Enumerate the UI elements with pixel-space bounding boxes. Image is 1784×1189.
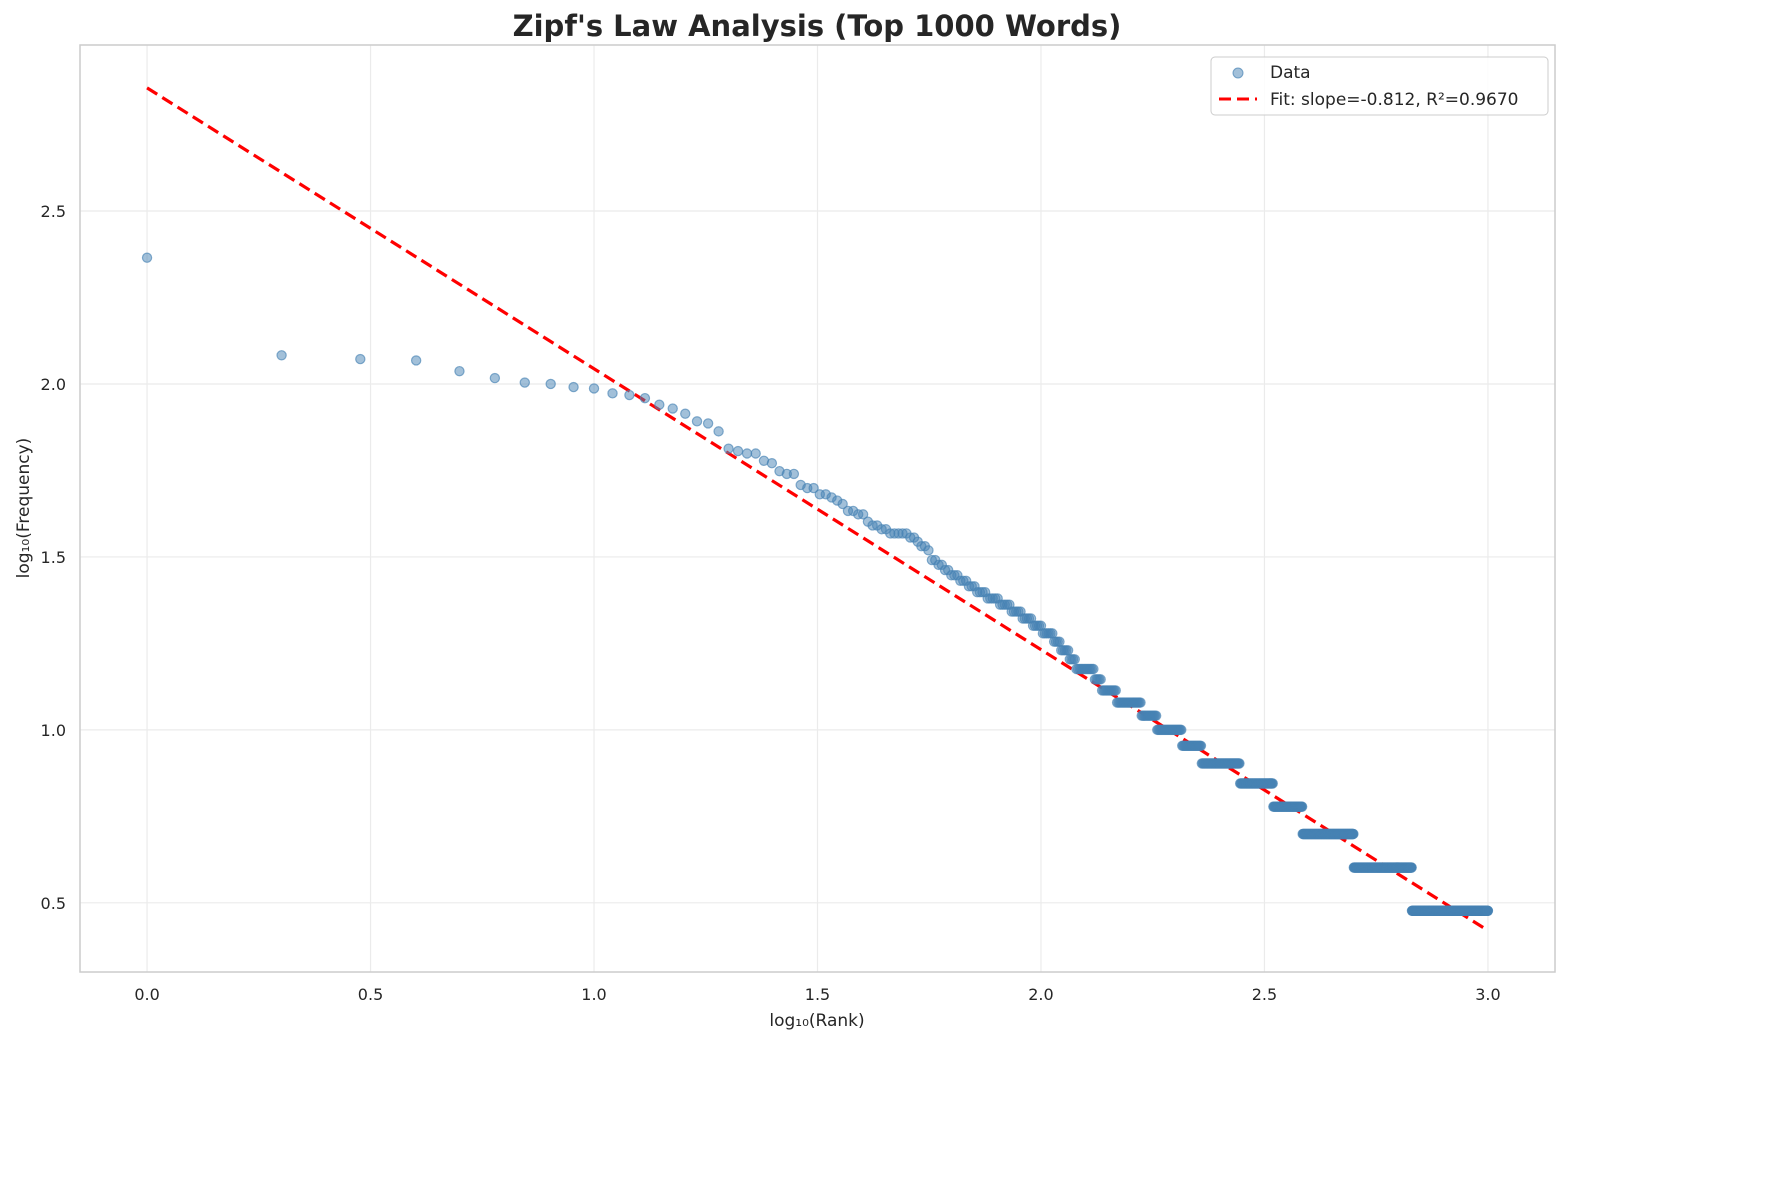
chart-title: Zipf's Law Analysis (Top 1000 Words) xyxy=(513,9,1122,43)
data-point xyxy=(1296,801,1308,812)
data-point xyxy=(1482,905,1494,916)
y-axis-label: log₁₀(Frequency) xyxy=(14,438,34,579)
y-tick-label: 2.0 xyxy=(41,375,66,394)
fit-line xyxy=(146,86,1489,932)
data-point xyxy=(1135,697,1146,708)
data-point xyxy=(607,388,618,399)
data-point xyxy=(1234,758,1245,769)
data-point xyxy=(1406,862,1417,873)
x-tick-label: 0.5 xyxy=(358,985,383,1004)
data-point xyxy=(923,545,934,556)
data-point xyxy=(1195,740,1207,751)
data-point xyxy=(766,457,778,469)
data-point xyxy=(1095,674,1106,685)
data-point xyxy=(639,392,651,404)
data-point xyxy=(410,355,422,366)
data-point xyxy=(588,383,600,394)
data-point xyxy=(1088,663,1099,675)
data-point xyxy=(1348,828,1359,840)
data-point xyxy=(1054,636,1065,647)
data-point xyxy=(1176,724,1187,736)
y-ticks: 0.5 1.0 1.5 2.0 2.5 xyxy=(41,202,66,913)
x-tick-label: 1.0 xyxy=(581,985,606,1004)
data-point xyxy=(454,365,465,377)
data-point xyxy=(837,498,848,510)
data-point xyxy=(489,372,501,384)
data-point xyxy=(654,399,665,410)
data-point xyxy=(1062,645,1074,656)
data-point xyxy=(545,378,556,390)
data-point xyxy=(667,403,678,414)
data-point xyxy=(1267,778,1278,789)
data-point xyxy=(1069,654,1080,665)
data-point xyxy=(355,353,366,365)
data-point xyxy=(741,448,753,459)
data-point xyxy=(788,468,800,480)
data-point xyxy=(732,445,744,457)
legend-data-marker xyxy=(1232,67,1244,79)
data-point xyxy=(691,416,703,427)
data-point xyxy=(568,381,579,393)
data-point xyxy=(750,448,761,459)
data-point xyxy=(276,350,287,361)
x-tick-label: 3.0 xyxy=(1475,985,1500,1004)
data-point xyxy=(713,426,724,437)
data-point xyxy=(1150,710,1162,721)
y-tick-label: 1.5 xyxy=(41,548,66,567)
legend: Data Fit: slope=-0.812, R²=0.9670 xyxy=(1210,56,1549,116)
x-tick-label: 1.5 xyxy=(805,985,830,1004)
x-tick-label: 2.0 xyxy=(1028,985,1053,1004)
x-tick-label: 2.5 xyxy=(1252,985,1277,1004)
fit-line-group xyxy=(146,86,1489,932)
legend-fit-label: Fit: slope=-0.812, R²=0.9670 xyxy=(1270,90,1519,110)
plot-frame xyxy=(79,44,1556,973)
grid xyxy=(80,45,1555,972)
y-tick-label: 2.5 xyxy=(41,202,66,221)
data-point xyxy=(1110,685,1121,696)
x-axis-label: log₁₀(Rank) xyxy=(769,1011,864,1031)
data-point xyxy=(723,443,734,454)
legend-data-label: Data xyxy=(1270,63,1311,83)
y-tick-label: 0.5 xyxy=(41,894,66,913)
data-point xyxy=(519,377,530,388)
data-point xyxy=(857,509,869,520)
data-points xyxy=(141,252,1494,916)
legend-box xyxy=(1210,56,1549,116)
y-tick-label: 1.0 xyxy=(41,721,66,740)
x-ticks: 0.0 0.5 1.0 1.5 2.0 2.5 3.0 xyxy=(134,985,1500,1004)
data-point xyxy=(680,408,691,419)
data-point xyxy=(808,482,819,494)
data-point xyxy=(624,389,635,401)
x-tick-label: 0.0 xyxy=(134,985,159,1004)
data-point xyxy=(141,252,153,263)
data-point xyxy=(702,418,714,429)
